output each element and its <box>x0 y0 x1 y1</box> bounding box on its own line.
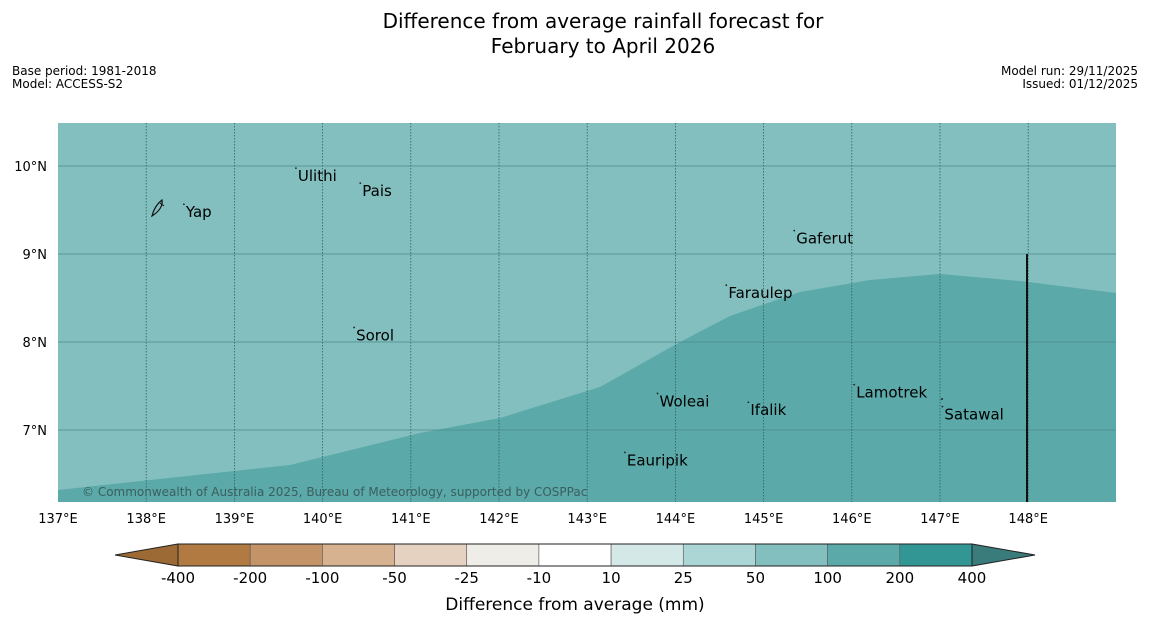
colorbar-tick-label: -400 <box>161 569 195 587</box>
place-label: Woleai <box>660 392 710 410</box>
lon-tick-label: 138°E <box>126 512 166 527</box>
colorbar-tick-label: 200 <box>885 569 914 587</box>
base-period: Base period: 1981-2018 <box>12 64 157 78</box>
yap-island-icon <box>151 198 165 218</box>
place-marker <box>853 383 856 386</box>
longitude-gridlines <box>145 123 1029 502</box>
place-marker <box>656 392 659 395</box>
place-label: Pais <box>362 182 392 200</box>
colorbar-box <box>899 543 973 567</box>
colorbar-tick-label: -50 <box>382 569 407 587</box>
lon-tick-label: 143°E <box>567 512 607 527</box>
place-marker <box>623 451 626 454</box>
lat-tick-label: 9°N <box>23 248 48 263</box>
place-marker <box>747 401 750 404</box>
model-name: Model: ACCESS-S2 <box>12 77 124 91</box>
copyright-notice: © Commonwealth of Australia 2025, Bureau… <box>82 485 587 499</box>
colorbar-frame <box>177 543 973 567</box>
place-marker <box>182 203 185 206</box>
map-axes: 137°E 138°E 139°E 140°E 141°E 142°E 143°E 144°E… <box>14 160 1048 527</box>
lon-tick-label: 144°E <box>656 512 696 527</box>
lon-tick-label: 148°E <box>1008 512 1048 527</box>
lat-tick-label: 8°N <box>23 336 48 351</box>
colorbar-box <box>322 543 395 567</box>
colorbar-box <box>682 543 756 567</box>
colorbar-tick-label: 25 <box>674 569 693 587</box>
metadata-right: Model run: 29/11/2025 Issued: 01/12/2025 <box>1001 65 1138 91</box>
model-run: Model run: 29/11/2025 <box>1000 64 1138 78</box>
colorbar-tick-label: -100 <box>305 569 339 587</box>
colorbar-box <box>610 543 684 567</box>
lon-tick-label: 140°E <box>303 512 343 527</box>
lon-tick-label: 142°E <box>479 512 519 527</box>
colorbar-label: Difference from average (mm) <box>445 595 704 615</box>
colorbar-box <box>177 543 251 567</box>
colorbar-tick-label: 50 <box>746 569 765 587</box>
place-label: Yap <box>185 203 212 221</box>
colorbar-tick-label: 100 <box>813 569 842 587</box>
islet-marker <box>941 398 943 400</box>
lon-tick-label: 146°E <box>832 512 872 527</box>
colorbar-tick-label: 10 <box>602 569 621 587</box>
lon-tick-label: 137°E <box>38 512 78 527</box>
colorbar-box <box>466 543 540 567</box>
place-marker <box>793 229 796 232</box>
title-line-1: Difference from average rainfall forecas… <box>382 9 824 33</box>
colorbar-box <box>394 543 468 567</box>
lat-tick-label: 7°N <box>23 424 48 439</box>
title-line-2: February to April 2026 <box>490 34 716 58</box>
colorbar-box <box>249 543 323 567</box>
place-label: Ulithi <box>298 167 337 185</box>
lon-tick-label: 147°E <box>920 512 960 527</box>
lon-tick-label: 145°E <box>744 512 784 527</box>
lon-tick-label: 141°E <box>391 512 431 527</box>
colorbar: -400 -200 -100 -50 -25 -10 10 25 50 100 200 400 <box>114 543 1036 587</box>
colorbar-box <box>538 543 612 567</box>
colorbar-box <box>755 543 828 567</box>
place-labels: Yap Ulithi Pais Sorol Gaferut Faraulep Lamotre… <box>182 167 1004 469</box>
place-label: Ifalik <box>750 401 786 419</box>
place-label: Satawal <box>944 406 1003 424</box>
metadata-left: Base period: 1981-2018 Model: ACCESS-S2 <box>12 65 157 91</box>
colorbar-tick-label: -25 <box>454 569 479 587</box>
place-label: Faraulep <box>728 284 792 302</box>
place-label: Eauripik <box>627 451 688 469</box>
colorbar-tick-label: 400 <box>958 569 987 587</box>
colorbar-tick-label: -10 <box>527 569 552 587</box>
colorbar-tick-label: -200 <box>233 569 267 587</box>
lat-tick-label: 10°N <box>14 160 47 175</box>
chart-title: Difference from average rainfall forecas… <box>0 9 1150 59</box>
place-label: Gaferut <box>796 230 853 248</box>
lon-tick-label: 139°E <box>215 512 255 527</box>
colorbar-extend-low <box>114 543 179 567</box>
colorbar-box <box>827 543 901 567</box>
place-marker <box>359 182 362 185</box>
place-label: Lamotrek <box>856 384 927 402</box>
place-marker <box>353 326 356 329</box>
place-marker <box>295 167 297 170</box>
place-marker <box>725 284 728 287</box>
colorbar-extend-high <box>971 543 1036 567</box>
issued-date: Issued: 01/12/2025 <box>1022 77 1138 91</box>
place-marker <box>941 405 944 408</box>
place-label: Sorol <box>356 326 394 344</box>
